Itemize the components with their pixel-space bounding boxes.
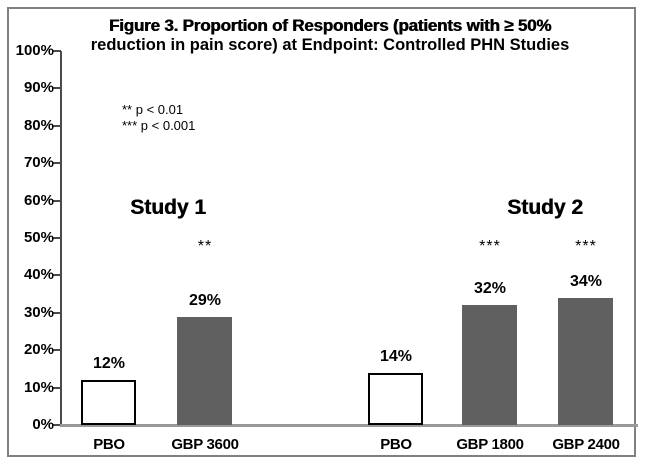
y-axis-tick-label: 70% bbox=[23, 154, 54, 172]
y-axis-tick-label: 80% bbox=[23, 116, 54, 134]
y-axis-tick bbox=[52, 424, 61, 426]
chart-title: Figure 3. Proportion of Responders (pati… bbox=[60, 16, 600, 56]
bar-pbo bbox=[81, 380, 136, 425]
y-axis-tick bbox=[52, 349, 61, 352]
chart-title-line1: Figure 3. Proportion of Responders (pati… bbox=[108, 16, 552, 35]
bar-gbp-1800 bbox=[462, 305, 517, 425]
significance-legend-line1: ** p < 0.01 bbox=[122, 102, 184, 117]
y-axis-tick-label: 60% bbox=[23, 191, 54, 209]
x-axis-category-label: GBP 1800 bbox=[456, 436, 524, 453]
significance-marker: *** bbox=[479, 238, 501, 255]
x-axis-category-label: GBP 3600 bbox=[171, 436, 239, 453]
bar-gbp-3600 bbox=[177, 317, 232, 425]
y-axis-tick bbox=[52, 87, 61, 90]
y-axis-tick bbox=[52, 274, 61, 277]
y-axis-tick bbox=[52, 386, 61, 389]
x-axis-line bbox=[60, 424, 638, 427]
y-axis-tick-label: 10% bbox=[23, 378, 54, 396]
y-axis-tick-label: 0% bbox=[32, 416, 54, 433]
y-axis-tick-label: 30% bbox=[23, 303, 54, 321]
y-axis-tick-label: 50% bbox=[23, 229, 54, 246]
bar-value-label: 32% bbox=[473, 280, 507, 297]
y-axis-tick bbox=[52, 237, 61, 239]
chart-title-line2: reduction in pain score) at Endpoint: Co… bbox=[90, 36, 570, 55]
bar-gbp-2400 bbox=[558, 298, 613, 425]
y-axis-line bbox=[60, 51, 62, 427]
x-axis-category-label: GBP 2400 bbox=[552, 436, 620, 453]
y-axis-tick-label: 20% bbox=[23, 341, 54, 359]
y-axis-tick-label: 40% bbox=[23, 266, 54, 284]
bar-value-label: 34% bbox=[569, 273, 603, 290]
x-axis-category-label: PBO bbox=[380, 436, 412, 453]
significance-marker: *** bbox=[575, 238, 597, 255]
y-axis-tick-label: 90% bbox=[23, 79, 54, 97]
bar-pbo bbox=[368, 373, 423, 425]
group-label-study-2: Study 2 bbox=[507, 196, 583, 219]
bar-value-label: 29% bbox=[188, 292, 222, 309]
y-axis-tick bbox=[52, 199, 61, 202]
x-axis-category-label: PBO bbox=[93, 436, 125, 453]
bar-value-label: 12% bbox=[92, 355, 126, 372]
figure-border bbox=[7, 7, 636, 457]
significance-legend-line2: *** p < 0.001 bbox=[122, 118, 196, 133]
y-axis-tick bbox=[52, 50, 61, 52]
y-axis-tick bbox=[52, 124, 61, 127]
group-label-study-1: Study 1 bbox=[130, 196, 206, 219]
y-axis-tick-label: 100% bbox=[15, 42, 54, 59]
significance-legend: ** p < 0.01 *** p < 0.001 bbox=[122, 102, 195, 134]
y-axis-tick bbox=[52, 162, 61, 165]
significance-marker: ** bbox=[197, 238, 213, 255]
bar-value-label: 14% bbox=[379, 348, 413, 365]
y-axis-tick bbox=[52, 311, 61, 314]
